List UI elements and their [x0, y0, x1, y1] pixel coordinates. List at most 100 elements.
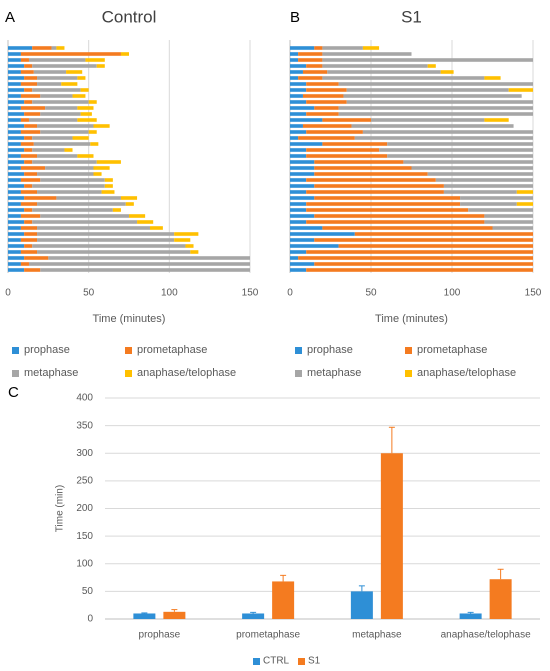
bar-segment	[322, 58, 533, 62]
bar-segment	[427, 172, 533, 176]
bar-segment	[37, 232, 175, 236]
bar-segment	[24, 232, 38, 236]
bar-segment	[314, 214, 485, 218]
bar-segment	[314, 238, 533, 242]
bar-segment	[322, 52, 412, 56]
bar-segment	[24, 124, 38, 128]
bar-segment	[80, 88, 89, 92]
bar-segment	[20, 94, 41, 98]
bar-segment	[322, 76, 485, 80]
x-tick-label: 100	[444, 288, 461, 299]
bar-segment	[8, 136, 25, 140]
bar-segment	[8, 214, 21, 218]
bar-segment	[24, 196, 57, 200]
bar-segment	[20, 58, 29, 62]
bar-segment	[290, 166, 315, 170]
x-tick-label: 150	[242, 288, 259, 299]
bar-segment	[32, 88, 81, 92]
bar	[163, 611, 186, 619]
bar-segment	[32, 160, 97, 164]
bar-segment	[8, 64, 25, 68]
bar-segment	[40, 112, 81, 116]
bar-segment	[290, 208, 307, 212]
y-tick-label: 100	[76, 558, 93, 569]
bar-segment	[322, 142, 388, 146]
y-tick-label: 200	[76, 503, 93, 514]
bar-segment	[20, 118, 29, 122]
bar-segment	[24, 88, 33, 92]
x-axis-label: Time (minutes)	[375, 313, 448, 325]
bar-segment	[290, 232, 355, 236]
bar-segment	[338, 244, 533, 248]
bar-segment	[314, 106, 339, 110]
bar-segment	[290, 220, 307, 224]
bar-segment	[484, 76, 501, 80]
bar-segment	[346, 100, 533, 104]
x-tick-label: 50	[83, 288, 95, 299]
y-tick-label: 300	[76, 448, 93, 459]
legend-label: prophase	[24, 344, 70, 356]
panel-label: C	[8, 384, 19, 401]
bar-segment	[28, 118, 78, 122]
bar-segment	[101, 190, 115, 194]
bar-segment	[20, 262, 29, 266]
bar-segment	[290, 130, 307, 134]
bar-segment	[185, 244, 194, 248]
bar-segment	[8, 52, 21, 56]
bar-segment	[85, 58, 105, 62]
bar-segment	[40, 214, 130, 218]
bar-segment	[24, 172, 38, 176]
bar	[133, 613, 156, 619]
bar-segment	[8, 208, 25, 212]
bar-segment	[516, 202, 533, 206]
bar-segment	[20, 130, 41, 134]
legend-label: metaphase	[307, 367, 361, 379]
y-tick-label: 250	[76, 476, 93, 487]
bar-segment	[306, 64, 323, 68]
bar-segment	[77, 76, 86, 80]
bar-segment	[80, 112, 92, 116]
bar-segment	[24, 148, 33, 152]
bar-segment	[298, 58, 323, 62]
bar-segment	[8, 82, 21, 86]
bar-segment	[443, 190, 517, 194]
bar-segment	[56, 196, 121, 200]
bar	[242, 613, 265, 619]
bar-segment	[306, 88, 347, 92]
bar-segment	[37, 190, 102, 194]
bar-segment	[8, 154, 21, 158]
bar-segment	[32, 64, 97, 68]
bar-segment	[137, 220, 154, 224]
bar-segment	[20, 70, 34, 74]
bar-segment	[290, 70, 303, 74]
bar-segment	[314, 262, 533, 266]
bar-segment	[37, 250, 191, 254]
legend-label: CTRL	[263, 656, 290, 667]
bar-segment	[8, 232, 25, 236]
bar-segment	[387, 154, 533, 158]
x-tick-label: 100	[161, 288, 178, 299]
legend-swatch	[12, 370, 19, 377]
chart-title: Control	[102, 7, 157, 26]
bar-segment	[298, 256, 533, 260]
bar-segment	[306, 250, 533, 254]
bar-segment	[290, 46, 315, 50]
bar-segment	[484, 118, 509, 122]
bar-segment	[508, 88, 533, 92]
bar-segment	[112, 208, 121, 212]
bar-segment	[8, 178, 21, 182]
bar-segment	[322, 64, 428, 68]
bar-segment	[37, 226, 150, 230]
bar-segment	[327, 70, 441, 74]
bar-segment	[24, 160, 33, 164]
bar-segment	[362, 130, 533, 134]
bar-segment	[24, 64, 33, 68]
bar-segment	[20, 214, 41, 218]
bar-segment	[338, 106, 533, 110]
bar-segment	[24, 256, 49, 260]
bar-segment	[96, 64, 105, 68]
bar-segment	[88, 130, 97, 134]
chart-title: S1	[401, 7, 422, 26]
bar-segment	[88, 100, 97, 104]
